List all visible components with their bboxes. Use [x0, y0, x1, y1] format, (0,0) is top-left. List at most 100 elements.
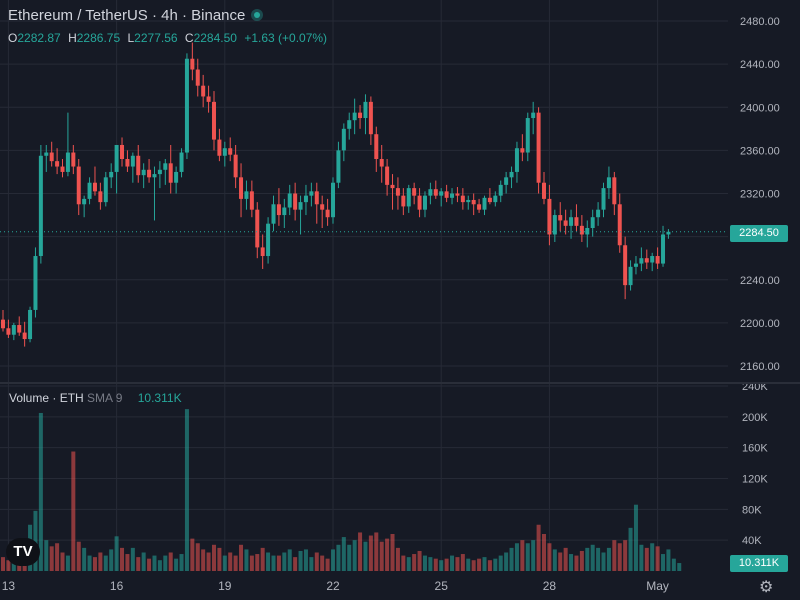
volume-bar	[87, 555, 92, 571]
volume-bar	[569, 554, 574, 571]
volume-legend[interactable]: Volume · ETH SMA 9 10.311K	[9, 391, 182, 405]
candle-body	[130, 155, 135, 167]
candle-body	[320, 204, 325, 210]
candle-body	[109, 171, 114, 178]
price-tick-label: 2440.00	[740, 59, 780, 71]
volume-bar	[130, 547, 135, 571]
volume-bar	[385, 538, 390, 571]
candle-body	[298, 202, 303, 210]
high-value: 2286.75	[76, 31, 121, 45]
candle-body	[639, 258, 644, 264]
candle-body	[617, 204, 622, 246]
time-tick-label: May	[646, 579, 669, 593]
open-value: 2282.87	[17, 31, 61, 45]
volume-bar	[374, 532, 379, 571]
volume-bar	[601, 552, 606, 571]
volume-tick-label: 200K	[742, 412, 768, 424]
volume-bars	[1, 409, 682, 571]
time-tick-label: 19	[218, 579, 232, 593]
candle-body	[417, 195, 422, 210]
candle-body	[168, 163, 173, 183]
candle-body	[579, 225, 584, 235]
volume-bar	[509, 547, 514, 571]
candle-body	[38, 155, 43, 257]
volume-bar	[477, 558, 482, 571]
symbol-title[interactable]: Ethereum / TetherUS · 4h · Binance	[8, 7, 246, 24]
volume-bar	[76, 541, 81, 571]
candle-body	[217, 139, 222, 156]
time-tick-label: 28	[543, 579, 557, 593]
volume-bar	[531, 540, 536, 571]
candle-body	[309, 191, 314, 196]
volume-bar	[574, 555, 579, 571]
gear-icon[interactable]: ⚙	[759, 579, 774, 596]
volume-bar	[239, 544, 244, 571]
volume-bar	[482, 557, 487, 571]
candle-body	[542, 182, 546, 199]
volume-bar	[55, 543, 60, 571]
volume-title: Volume · ETH	[9, 391, 84, 405]
candle-body	[552, 215, 557, 235]
candle-body	[374, 134, 379, 159]
candle-body	[596, 209, 601, 218]
candle-body	[249, 191, 254, 210]
volume-bar	[639, 544, 644, 571]
volume-bar	[379, 541, 384, 571]
volume-bar	[628, 527, 633, 571]
volume-bar	[17, 561, 22, 571]
volume-bar	[536, 524, 541, 571]
candle-body	[260, 247, 265, 257]
volume-bar	[103, 555, 108, 571]
candle-body	[92, 182, 97, 192]
candle-body	[585, 228, 590, 235]
candle-body	[271, 204, 276, 224]
volume-bar	[455, 557, 460, 571]
volume-bar	[233, 555, 238, 571]
volume-bar	[498, 555, 503, 571]
volume-bar	[71, 451, 76, 571]
candle-body	[336, 150, 341, 183]
volume-bar	[255, 554, 260, 571]
candle-body	[514, 148, 519, 172]
volume-bar	[92, 557, 97, 571]
volume-bar	[228, 552, 233, 571]
candle-body	[666, 231, 671, 235]
price-axis[interactable]: 2480.002440.002400.002360.002320.002280.…	[740, 16, 780, 373]
candle-body	[547, 198, 552, 235]
time-axis[interactable]: 13 16 19 22 25 28 May	[2, 579, 669, 593]
candle-body	[341, 128, 346, 151]
volume-bar	[401, 555, 406, 571]
volume-bar	[368, 535, 373, 571]
candle-body	[211, 101, 216, 140]
volume-bar	[493, 558, 498, 571]
tradingview-logo-icon[interactable]: TV	[6, 538, 40, 566]
volume-bar	[547, 543, 552, 571]
candle-body	[174, 171, 179, 183]
candle-body	[1, 319, 5, 329]
volume-tick-label: 80K	[742, 504, 762, 516]
candle-body	[314, 191, 319, 205]
candle-body	[239, 177, 244, 199]
candle-body	[33, 256, 38, 310]
symbol-header[interactable]: Ethereum / TetherUS · 4h · Binance	[8, 7, 264, 24]
candle-body	[644, 258, 649, 263]
volume-bar	[666, 549, 671, 571]
candle-body	[633, 263, 638, 267]
time-tick-label: 25	[435, 579, 449, 593]
candle-body	[487, 197, 492, 203]
candle-body	[287, 193, 292, 208]
candle-body	[55, 161, 60, 167]
candle-body	[606, 177, 611, 189]
candle-body	[233, 154, 238, 178]
candle-body	[623, 245, 628, 286]
volume-bar	[596, 547, 601, 571]
change-value: +1.63 (+0.07%)	[244, 31, 328, 45]
candle-body	[331, 182, 336, 218]
candle-body	[28, 309, 33, 340]
volume-sma-label: SMA 9	[87, 391, 123, 405]
volume-bar	[655, 546, 660, 571]
volume-bar	[504, 552, 509, 571]
candle-body	[222, 148, 227, 156]
